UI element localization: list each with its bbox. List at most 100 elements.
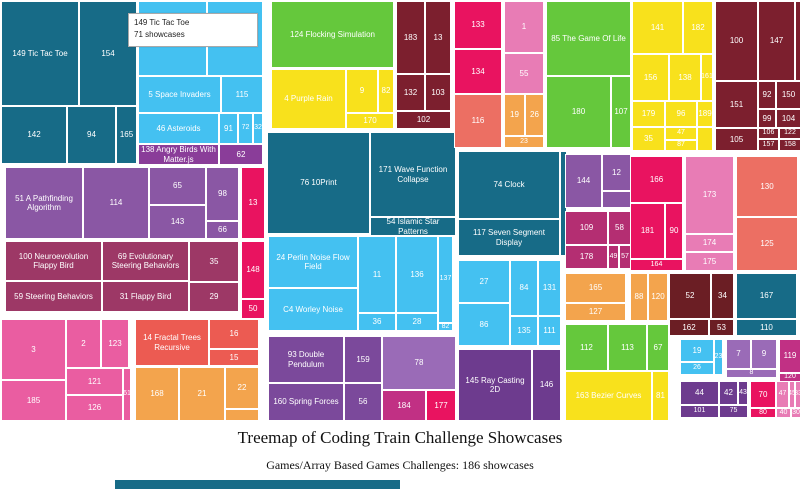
treemap-cell[interactable]: 86 <box>459 304 509 345</box>
treemap-cell[interactable]: 126 <box>67 396 122 420</box>
treemap-cell[interactable]: 43 <box>739 382 747 404</box>
treemap-cell[interactable]: 1 <box>505 2 543 52</box>
treemap-cell[interactable]: 58 <box>609 212 630 244</box>
treemap-cell[interactable]: 82 <box>379 70 393 112</box>
treemap-cell[interactable]: 87 <box>666 141 696 150</box>
treemap-cell[interactable]: 30 <box>792 409 800 417</box>
treemap-cell[interactable]: 157 <box>759 140 778 150</box>
treemap-cell[interactable]: 107 <box>612 77 630 147</box>
treemap-cell[interactable]: 138 Angry Birds With Matter.js <box>139 145 218 164</box>
treemap-cell[interactable]: 53 <box>710 320 733 335</box>
treemap-cell[interactable]: 181 <box>631 204 664 258</box>
treemap-cell[interactable]: 112 <box>566 325 607 370</box>
treemap-cell[interactable]: 72 <box>239 114 252 143</box>
treemap-cell[interactable]: 131 <box>539 261 560 315</box>
treemap-cell[interactable]: 94 <box>68 107 115 163</box>
treemap-cell[interactable]: 24 Perlin Noise Flow Field <box>269 237 357 287</box>
treemap-cell[interactable]: 177 <box>427 391 455 420</box>
treemap-cell[interactable]: 98 <box>207 168 238 220</box>
treemap-cell[interactable] <box>796 2 800 80</box>
treemap-cell[interactable]: 45 <box>790 382 794 407</box>
treemap-cell[interactable]: 91 <box>220 114 237 143</box>
treemap-cell[interactable]: 109 <box>566 212 607 244</box>
treemap-cell[interactable]: 46 Asteroids <box>139 114 218 143</box>
treemap-cell[interactable]: 85 The Game Of Life <box>547 2 630 75</box>
treemap-cell[interactable]: 59 Steering Behaviors <box>6 282 101 311</box>
treemap-cell[interactable]: 163 Bezier Curves <box>566 372 651 420</box>
treemap-cell[interactable]: 12 <box>603 155 630 190</box>
treemap-cell[interactable]: 78 <box>383 337 455 389</box>
treemap-cell[interactable]: 173 <box>686 157 733 233</box>
treemap-cell[interactable]: 183 <box>397 2 424 73</box>
treemap-cell[interactable]: 11 <box>359 237 395 312</box>
treemap-cell[interactable]: 52 <box>670 274 710 318</box>
treemap-cell[interactable]: 154 <box>80 2 136 105</box>
treemap-cell[interactable]: 100 Neuroevolution Flappy Bird <box>6 242 101 280</box>
treemap-cell[interactable]: 106 <box>759 129 778 138</box>
treemap-cell[interactable]: 51 A Pathfinding Algorithm <box>6 168 82 238</box>
treemap-cell[interactable]: 148 <box>242 242 264 298</box>
treemap-cell[interactable]: 127 <box>566 304 625 320</box>
treemap-cell[interactable]: 8 <box>727 370 776 377</box>
treemap-cell[interactable]: 13 <box>426 2 450 73</box>
treemap-cell[interactable]: 15 <box>210 350 258 365</box>
treemap-cell[interactable]: 145 Ray Casting 2D <box>459 350 531 420</box>
treemap-cell[interactable]: 26 <box>526 95 543 135</box>
treemap-cell[interactable]: 22 <box>226 368 258 408</box>
treemap-cell[interactable]: 92 <box>759 82 775 108</box>
treemap-cell[interactable]: 104 <box>777 110 800 127</box>
treemap-cell[interactable]: 42 <box>720 382 737 404</box>
treemap-cell[interactable]: 125 <box>737 218 797 270</box>
treemap-cell[interactable]: 74 Clock <box>459 152 559 218</box>
treemap-cell[interactable]: 96 <box>666 102 696 126</box>
treemap-cell[interactable]: 83 <box>796 382 800 407</box>
treemap-cell[interactable]: 69 Evolutionary Steering Behaviors <box>103 242 188 280</box>
treemap-cell[interactable]: 65 <box>150 168 205 204</box>
treemap-cell[interactable]: 54 Islamic Star Patterns <box>371 218 455 235</box>
treemap-cell[interactable]: 81 <box>653 372 668 420</box>
treemap-cell[interactable]: 150 <box>777 82 800 108</box>
treemap-cell[interactable]: 47 <box>777 382 788 407</box>
treemap-cell[interactable]: 26 <box>681 363 713 374</box>
treemap-cell[interactable]: 122 <box>780 129 800 138</box>
treemap-cell[interactable]: 27 <box>459 261 509 302</box>
treemap-cell[interactable]: 175 <box>686 253 733 270</box>
treemap-cell[interactable]: 162 <box>670 320 708 335</box>
treemap-cell[interactable]: 117 Seven Segment Display <box>459 220 559 255</box>
treemap-cell[interactable]: 121 <box>67 369 122 394</box>
treemap-cell[interactable]: 34 <box>712 274 733 318</box>
treemap-cell[interactable]: 56 <box>345 384 381 420</box>
treemap-cell[interactable]: 50 <box>242 300 264 318</box>
treemap-cell[interactable]: 133 <box>455 2 501 48</box>
treemap-cell[interactable]: 88 <box>631 274 647 320</box>
treemap-cell[interactable]: 167 <box>737 274 796 318</box>
treemap-cell[interactable]: 141 <box>633 2 682 53</box>
treemap-cell[interactable]: 49 <box>609 246 618 268</box>
treemap-cell[interactable]: 184 <box>383 391 425 420</box>
treemap-cell[interactable]: 32 <box>254 114 262 143</box>
treemap-cell[interactable]: 158 <box>780 140 800 150</box>
treemap-cell[interactable]: 119 <box>780 340 800 372</box>
treemap-cell[interactable]: 75 <box>720 406 747 417</box>
treemap-cell[interactable]: 5 Space Invaders <box>139 77 220 112</box>
treemap-cell[interactable]: 9 <box>347 70 377 112</box>
treemap-cell[interactable]: 76 10Print <box>268 133 369 233</box>
treemap-cell[interactable]: 138 <box>670 55 700 100</box>
treemap-cell[interactable]: 185 <box>2 381 65 420</box>
treemap-cell[interactable]: 132 <box>397 75 424 110</box>
treemap-cell[interactable]: 84 <box>511 261 537 315</box>
treemap-cell[interactable]: 82 <box>439 324 452 330</box>
treemap-cell[interactable]: 47 <box>666 128 696 139</box>
treemap-cell[interactable]: 156 <box>633 55 668 100</box>
treemap-cell[interactable]: 164 <box>631 260 682 270</box>
treemap-cell[interactable]: 134 <box>455 50 501 93</box>
treemap-cell[interactable]: 29 <box>190 283 238 311</box>
treemap-cell[interactable]: 123 <box>102 320 128 367</box>
treemap-cell[interactable]: 40 <box>777 409 790 417</box>
treemap-cell[interactable]: 168 <box>136 368 178 420</box>
treemap-cell[interactable]: 180 <box>547 77 610 147</box>
treemap-cell[interactable]: 102 <box>397 112 450 128</box>
treemap-cell[interactable]: 90 <box>666 204 682 258</box>
treemap-cell[interactable]: 23 <box>505 137 543 147</box>
treemap-cell[interactable]: 137 <box>439 237 452 322</box>
